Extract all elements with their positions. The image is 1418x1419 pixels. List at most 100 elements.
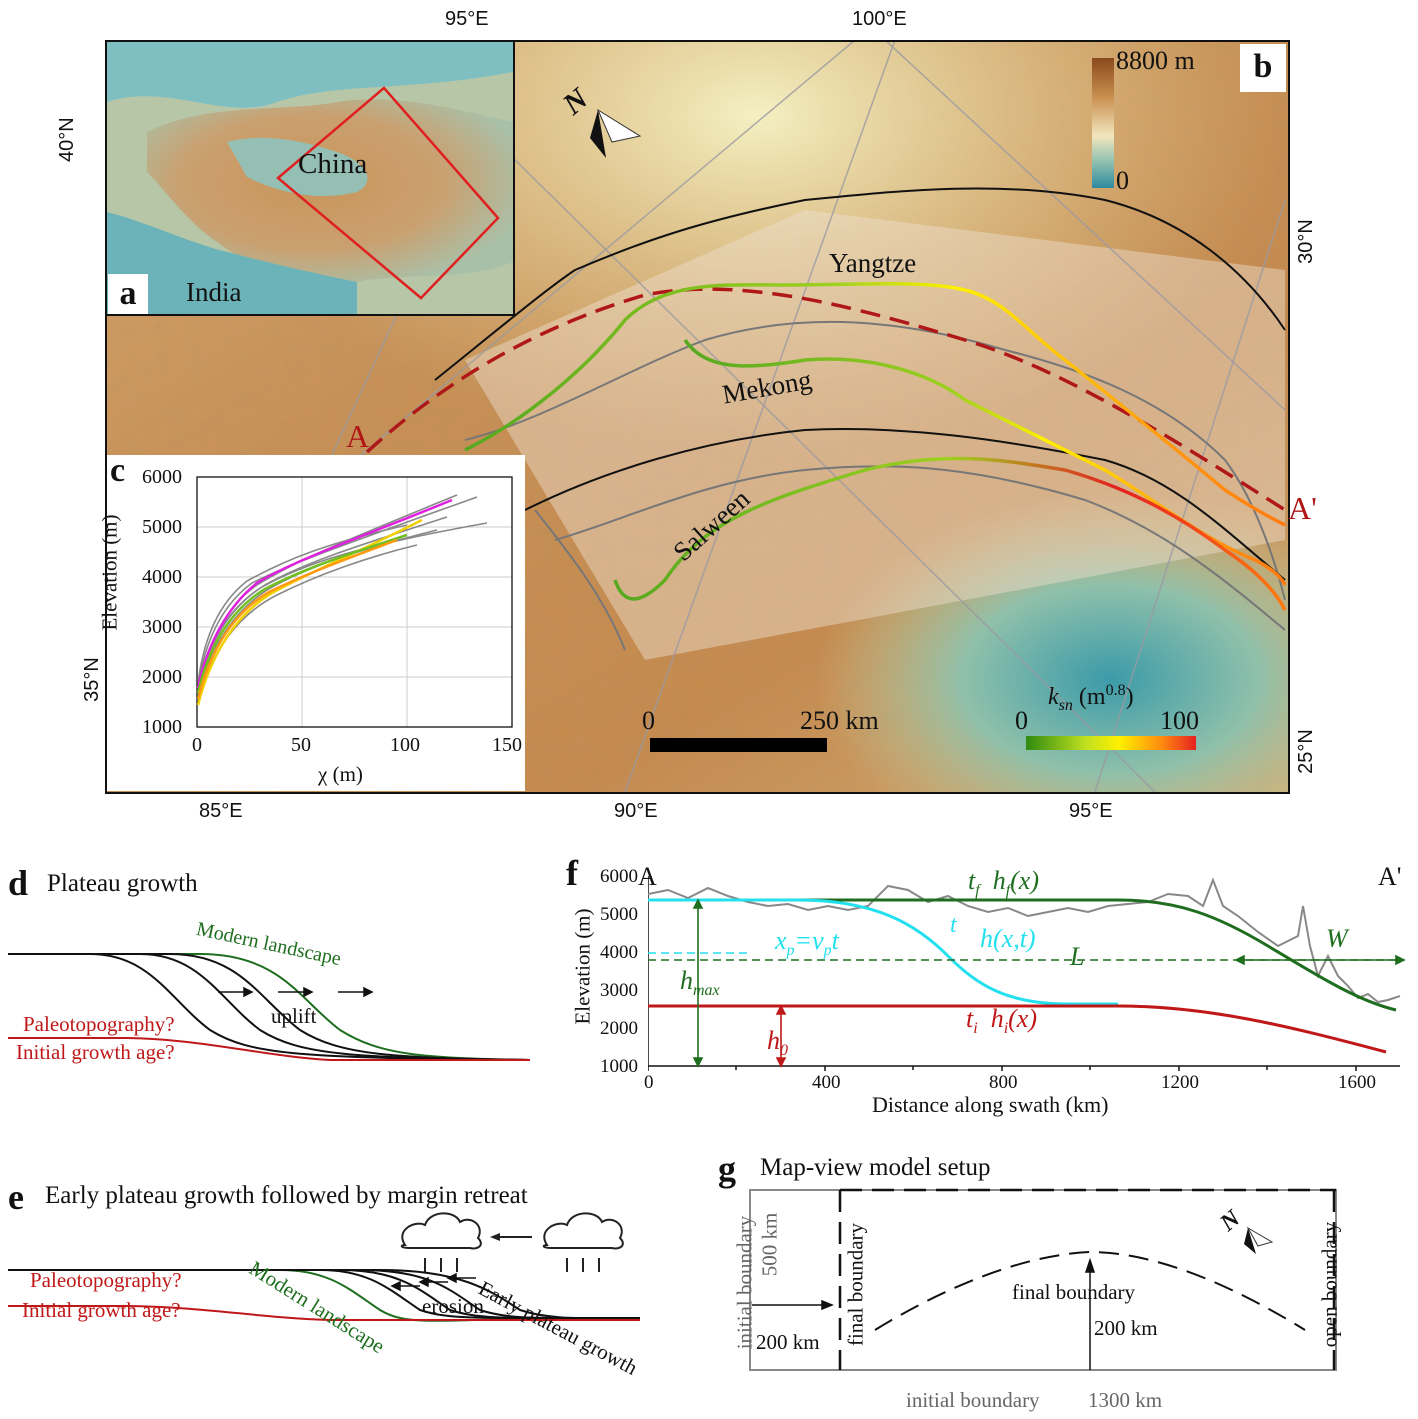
top-tick-95e: 95°E (445, 8, 489, 30)
f-final-profile (648, 898, 1397, 1012)
f-hi-arg: (x) (1008, 1004, 1037, 1033)
f-xtick-1600: 1600 (1338, 1072, 1376, 1093)
g-north-arrow-icon (1244, 1228, 1256, 1254)
panel-a-inset (107, 42, 515, 316)
north-arrow-icon (590, 108, 642, 158)
profile-line-aa (365, 287, 1286, 512)
f-h0: h (767, 1026, 780, 1055)
d-label-age: Initial growth age? (16, 1040, 175, 1064)
basin-outlines (434, 187, 1286, 651)
chi-ytick-3000: 3000 (142, 616, 182, 638)
ksn-legend-bar (1026, 736, 1196, 750)
profile-label-a-prime: A' (1288, 490, 1317, 526)
top-tick-100e: 100°E (852, 8, 907, 30)
f-initial-profile (648, 1004, 1387, 1054)
chi-profile-magenta (196, 498, 453, 689)
f-tf-sub: f (975, 882, 980, 900)
chi-grid (196, 477, 512, 727)
panel-e-title: Early plateau growth followed by margin … (45, 1182, 528, 1209)
f-swath-line (648, 877, 1401, 1004)
chi-ytick-5000: 5000 (142, 516, 182, 538)
e-wind-arrow-head (490, 1233, 500, 1241)
left-tick-40n: 40°N (56, 117, 78, 162)
f-xp: x (775, 926, 787, 955)
f-ytick-6000: 6000 (600, 866, 638, 887)
mekong-river (683, 339, 1287, 586)
chi-profile-green (196, 533, 408, 694)
panel-b-map (105, 39, 1288, 793)
f-ti: t (966, 1004, 974, 1033)
panel-e-letter: e (8, 1177, 24, 1217)
f-label-t: t (950, 912, 957, 938)
map-svg (105, 39, 1288, 793)
elevation-legend-bar (1092, 58, 1114, 188)
f-ytick-1000: 1000 (600, 1056, 638, 1077)
d-label-paleo: Paleotopography? (23, 1012, 175, 1036)
chi-ytick-4000: 4000 (142, 566, 182, 588)
f-label-W: W (1326, 924, 1348, 953)
chi-xlabel: χ (m) (318, 762, 363, 786)
chi-ytick-1000: 1000 (142, 716, 182, 738)
ksn-k: k (1048, 684, 1059, 710)
bottom-tick-95e: 95°E (1069, 800, 1113, 822)
panel-b-frame (105, 40, 1290, 794)
g-label-initial-left: initial boundary (732, 1215, 757, 1350)
e-label-erosion: erosion (422, 1294, 484, 1318)
g-label-200km-left: 200 km (756, 1330, 820, 1354)
panel-c-letter: c (110, 452, 126, 489)
yangtze-river (464, 282, 1286, 527)
g-label-final-center: final boundary (1012, 1280, 1136, 1304)
e-clouds (400, 1212, 624, 1272)
swath-area (465, 210, 1285, 660)
panel-c-svg (196, 476, 513, 728)
inset-label-india: India (186, 277, 242, 307)
ksn-legend-title: ksn (m0.8) (1048, 682, 1134, 715)
right-tick-30n: 30°N (1294, 219, 1317, 264)
e-label-age: Initial growth age? (22, 1298, 181, 1322)
f-label-final: tf hf(x) (968, 866, 1039, 900)
f-ticks (648, 1066, 1357, 1071)
e-paleo-curve (8, 1305, 640, 1321)
f-label-L: L (1070, 942, 1085, 971)
g-label-final-left: final boundary (843, 1222, 868, 1347)
f-hf: h (992, 866, 1006, 895)
right-tick-25n: 25°N (1294, 729, 1317, 774)
left-tick-35n: 35°N (80, 657, 103, 702)
f-W-arrow (1234, 954, 1406, 966)
ksn-close: ) (1125, 684, 1134, 710)
ksn-legend-max: 100 (1160, 706, 1199, 735)
panel-g-title: Map-view model setup (760, 1154, 991, 1181)
f-hmax-arrow (692, 898, 704, 1068)
ksn-sub: sn (1058, 696, 1073, 714)
panel-b-letter: b (1240, 44, 1286, 92)
f-ti-sub: i (973, 1020, 978, 1038)
f-label-hmax: hmax (680, 966, 720, 1000)
river-label-yangtze: Yangtze (829, 248, 917, 278)
salween-river (613, 456, 1287, 611)
bottom-tick-90e: 90°E (614, 800, 658, 822)
f-ytick-5000: 5000 (600, 904, 638, 925)
f-xtick-800: 800 (989, 1072, 1018, 1093)
f-h0-arrow (775, 1004, 787, 1068)
f-label-xp: xp=vpt (775, 926, 839, 960)
panel-f-letter: f (566, 853, 578, 893)
chi-ytick-2000: 2000 (142, 666, 182, 688)
f-vp-sub: p (823, 942, 832, 960)
panel-g-svg (749, 1188, 1337, 1371)
g-label-initial-bottom: initial boundary (906, 1388, 1040, 1412)
panel-c-bg (107, 455, 525, 791)
f-xtick-400: 400 (812, 1072, 841, 1093)
inset-label-china: China (298, 148, 368, 180)
g-final-center-boundary (874, 1250, 1306, 1331)
f-tf: t (968, 866, 976, 895)
profile-label-a: A (346, 418, 370, 454)
f-hi-sub: i (1003, 1020, 1009, 1038)
f-hf-arg: (x) (1010, 866, 1039, 895)
ksn-exp: 0.8 (1105, 682, 1126, 699)
chi-profile-orange (196, 538, 398, 700)
f-evolving-profile (648, 898, 1118, 1006)
scale-bar-start: 0 (642, 706, 655, 735)
f-hi: h (990, 1004, 1004, 1033)
d-paleo-curve (8, 1037, 530, 1061)
f-hmax: h (680, 966, 693, 995)
